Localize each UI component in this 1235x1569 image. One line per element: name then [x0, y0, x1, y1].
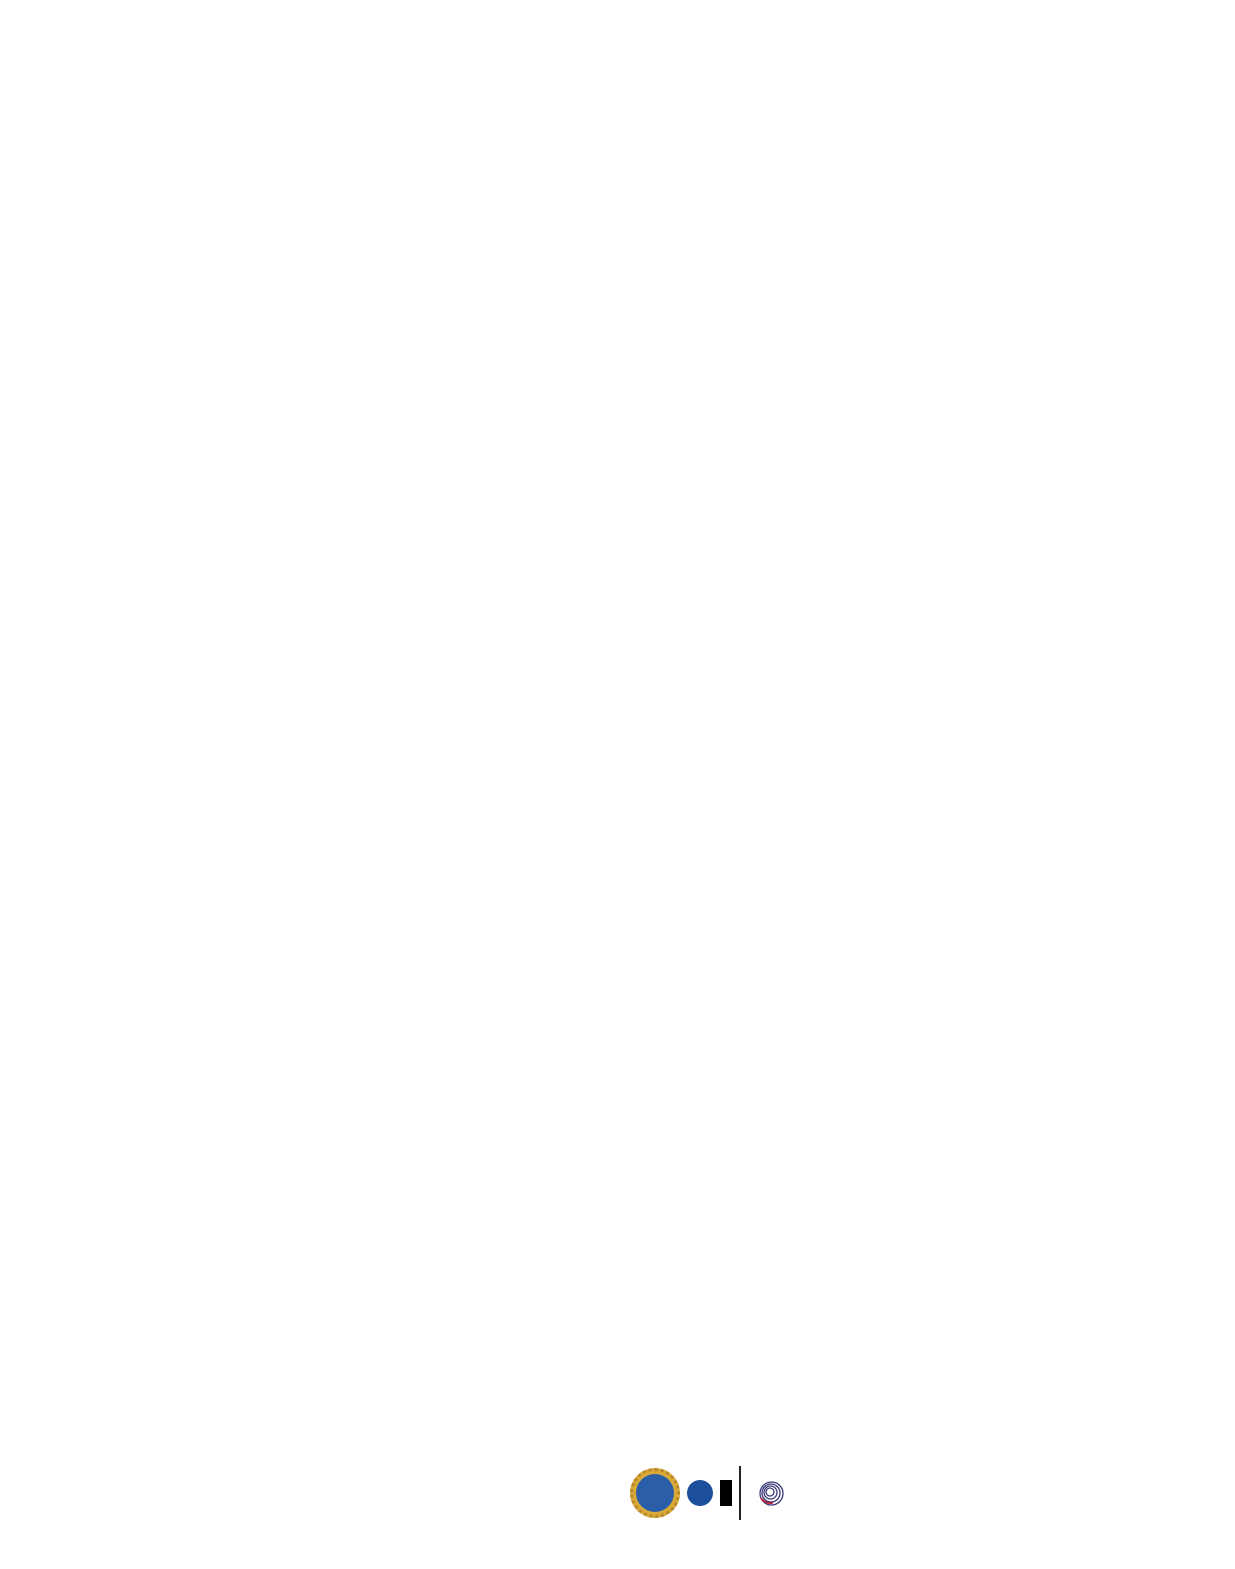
sponsor-logos: [630, 1464, 790, 1522]
nasa-logo: [687, 1480, 713, 1506]
earthscope-consortium-text: [788, 1486, 790, 1501]
earthscope-spiral-icon: [759, 1481, 784, 1506]
earthscope-logo: [755, 1478, 790, 1508]
usgs-logo: [720, 1480, 732, 1506]
logo-divider: [739, 1466, 741, 1520]
nsf-logo: [630, 1468, 680, 1518]
nsf-logo-text: [636, 1474, 674, 1512]
